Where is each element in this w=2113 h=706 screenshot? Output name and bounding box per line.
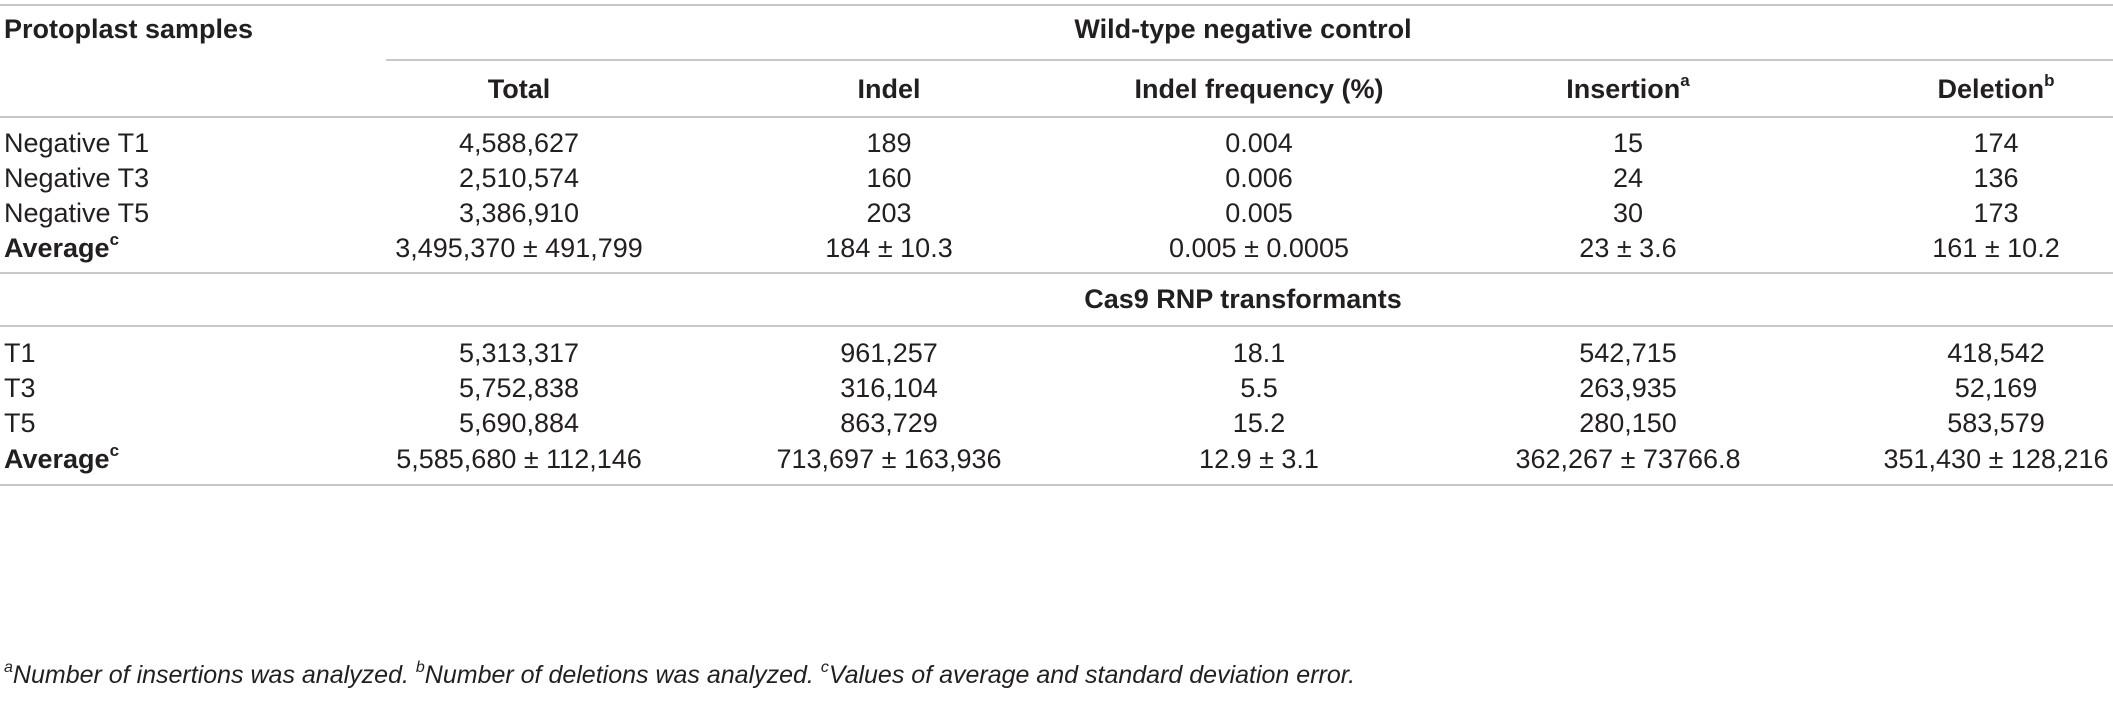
bottom-rule — [0, 484, 2113, 486]
table-cell: 23 ± 3.6 — [1579, 233, 1677, 263]
header-rule — [0, 116, 2113, 118]
footnote-mark: a — [1680, 71, 1690, 90]
table-cell: 52,169 — [1954, 373, 2038, 403]
footnote-mark: c — [109, 441, 120, 460]
table-cell: 961,257 — [840, 338, 938, 368]
row-label: T1 — [4, 338, 36, 368]
table-cell: 418,542 — [1947, 338, 2045, 368]
footnote-mark: c — [820, 658, 829, 676]
column-header-indel: Indel — [857, 74, 921, 104]
group2-title: Cas9 RNP transformants — [1084, 284, 1402, 314]
table-cell: 174 — [1973, 128, 2019, 158]
table-cell: 173 — [1973, 198, 2019, 228]
table-cell: 5,690,884 — [458, 408, 580, 438]
row-label: Negative T1 — [4, 128, 150, 158]
table-cell: 5,585,680 ± 112,146 — [396, 444, 642, 474]
footnote-mark: a — [4, 658, 13, 676]
table-cell: 0.006 — [1225, 163, 1293, 193]
group1-underline — [386, 59, 2113, 61]
table-cell: 542,715 — [1579, 338, 1677, 368]
top-rule — [0, 4, 2113, 6]
table-cell: 863,729 — [840, 408, 938, 438]
table-cell: 3,386,910 — [458, 198, 580, 228]
table-cell: 184 ± 10.3 — [825, 233, 953, 263]
table-cell: 203 — [866, 198, 912, 228]
table-cell: 280,150 — [1579, 408, 1677, 438]
row-label: T5 — [4, 408, 36, 438]
table-cell: 351,430 ± 128,216 — [1883, 444, 2109, 474]
table-cell: 189 — [866, 128, 912, 158]
table-cell: 583,579 — [1947, 408, 2045, 438]
table-cell: 0.004 — [1225, 128, 1293, 158]
table-cell: 2,510,574 — [458, 163, 580, 193]
stub-header: Protoplast samples — [4, 14, 254, 44]
table-cell: 713,697 ± 163,936 — [776, 444, 1002, 474]
footnote-mark: b — [2044, 71, 2055, 90]
row-label: Negative T5 — [4, 198, 150, 228]
table-cell: 136 — [1973, 163, 2019, 193]
column-header-indel-frequency: Indel frequency (%) — [1134, 74, 1384, 104]
row-label: Negative T3 — [4, 163, 150, 193]
column-header-insertion: Insertiona — [1566, 71, 1690, 104]
table-cell: 15 — [1612, 128, 1644, 158]
table-cell: 15.2 — [1232, 408, 1286, 438]
footnote-b-text: Number of deletions was analyzed. — [424, 661, 821, 689]
footnote-c-text: Values of average and standard deviation… — [828, 661, 1356, 689]
table-cell: 12.9 ± 3.1 — [1199, 444, 1319, 474]
group1-bottom-rule — [0, 272, 2113, 274]
table-cell: 0.005 ± 0.0005 — [1169, 233, 1349, 263]
table-cell: 160 — [866, 163, 912, 193]
table-cell: 316,104 — [840, 373, 938, 403]
table-cell: 3,495,370 ± 491,799 — [395, 233, 643, 263]
group1-title: Wild-type negative control — [1074, 14, 1412, 44]
table-cell: 30 — [1612, 198, 1644, 228]
column-header-deletion: Deletionb — [1937, 71, 2055, 104]
table-cell: 24 — [1612, 163, 1644, 193]
table-cell: 263,935 — [1579, 373, 1677, 403]
row-label: Averagec — [4, 230, 120, 263]
footnote-mark: b — [415, 658, 425, 676]
table-cell: 5,313,317 — [458, 338, 580, 368]
table-cell: 5,752,838 — [458, 373, 580, 403]
table-footnote: aNumber of insertions was analyzed. bNum… — [4, 659, 1355, 691]
group2-underline — [0, 325, 2113, 327]
footnote-mark: c — [109, 230, 120, 249]
table-cell: 18.1 — [1232, 338, 1286, 368]
footnote-a-text: Number of insertions was analyzed. — [12, 661, 416, 689]
table-cell: 362,267 ± 73766.8 — [1515, 444, 1741, 474]
table-cell: 0.005 — [1225, 198, 1293, 228]
table-cell: 5.5 — [1240, 373, 1278, 403]
table-cell: 4,588,627 — [458, 128, 580, 158]
column-header-total: Total — [487, 74, 551, 104]
table-cell: 161 ± 10.2 — [1932, 233, 2060, 263]
row-label: Averagec — [4, 441, 120, 474]
row-label: T3 — [4, 373, 36, 403]
